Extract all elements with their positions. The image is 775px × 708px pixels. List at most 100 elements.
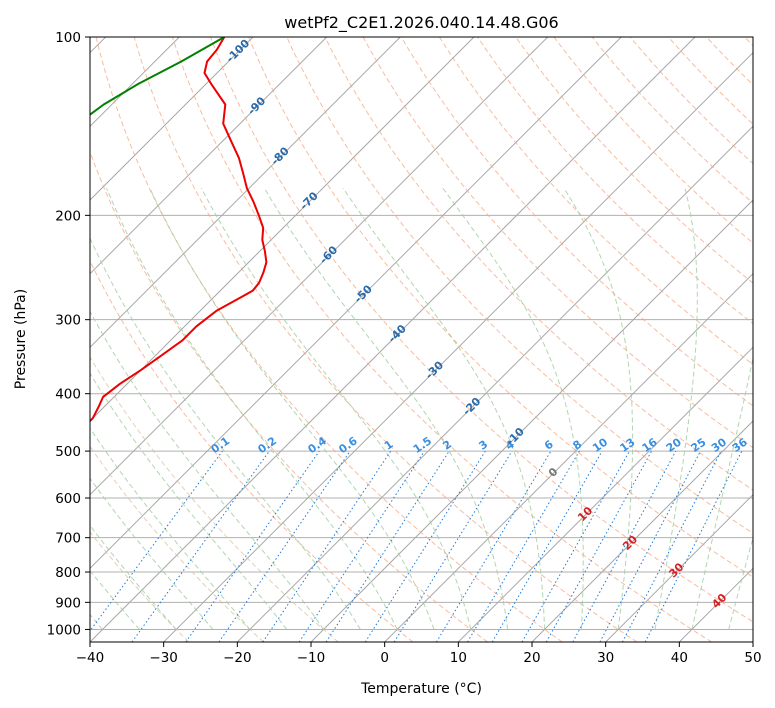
dry-adiabat-line [553,37,753,244]
dry-adiabat-line [133,37,638,642]
isotherm-line [752,641,753,642]
dry-adiabat-line [477,37,753,325]
y-tick-label: 1000 [47,622,81,638]
isotherm-label: -80 [269,144,292,167]
mixing-ratio-line [90,450,223,632]
x-tick-label: 40 [671,650,688,666]
dry-adiabat-line [706,37,753,86]
mixing-ratio-label: 2 [440,438,454,453]
temperature-profile-line [90,37,268,423]
dry-adiabat-line [90,259,414,642]
moist-adiabat-line [90,569,140,630]
moist-adiabat-line [563,187,634,630]
moist-adiabat-line [442,187,584,630]
isotherm-line [90,37,549,496]
mixing-ratio-label: 30 [709,435,729,455]
y-tick-label: 200 [55,208,81,224]
y-tick-label: 500 [55,444,81,460]
dry-adiabat-line [171,37,712,642]
dry-adiabat-line [591,37,753,204]
mixing-ratio-label: 25 [689,435,709,454]
mixing-ratio-line [435,450,552,642]
moist-adiabat-line [90,613,103,630]
mixing-ratio-label: 13 [617,436,637,455]
isotherm-label: -40 [386,322,409,345]
dry-adiabat-line [438,37,753,366]
mixing-ratio-label: 6 [542,438,556,453]
mixing-ratio-label: 0.6 [336,434,360,456]
isotherm-line [531,420,753,642]
isotherm-label: 10 [575,504,595,524]
x-tick-label: −20 [223,650,252,666]
mixing-ratio-line [218,450,351,642]
x-tick-label: 20 [523,650,540,666]
mixing-ratio-line [131,450,270,642]
moist-adiabat-line [654,188,698,630]
dewpoint-profile-line [90,37,225,116]
y-tick-label: 700 [55,531,81,547]
isotherm-line [605,493,753,642]
isotherm-line [90,37,622,570]
moist-adiabat-line [149,187,435,630]
y-tick-label: 400 [55,387,81,403]
dry-adiabat-line [210,37,753,623]
moist-adiabat-line [90,372,288,630]
mixing-ratio-label: 36 [730,435,750,455]
mixing-ratio-line [467,450,580,642]
x-tick-label: 50 [744,650,761,666]
mixing-ratio-label: 1.5 [411,434,434,456]
mixing-ratio-line [644,450,743,642]
dry-adiabat-line [95,37,563,642]
isotherm-line [90,37,401,349]
dry-adiabat-line [515,37,753,284]
isotherm-line [678,567,753,642]
x-tick-label: 10 [450,650,467,666]
moist-adiabat-line [90,427,251,630]
y-tick-label: 900 [55,595,81,611]
x-tick-label: −40 [76,650,105,666]
isotherm-label: -100 [224,36,253,65]
moist-adiabat-line [90,524,177,630]
x-tick-label: −30 [149,650,178,666]
mixing-ratio-line [185,450,320,642]
isotherm-line [163,51,753,642]
isotherm-label: -20 [460,395,483,418]
moist-adiabat-line [106,188,398,630]
mixing-ratio-line [572,450,677,642]
y-tick-label: 300 [55,313,81,329]
mixing-ratio-line [325,450,450,642]
dry-adiabat-line [400,37,753,407]
mixing-ratio-label: 8 [571,438,585,453]
isotherm-line [90,37,475,422]
isotherm-label: -90 [245,94,268,117]
isotherm-line [236,125,753,642]
mixing-ratio-label: 1 [382,438,396,453]
mixing-ratio-label: 20 [664,435,684,455]
mixing-ratio-label: 10 [590,435,610,455]
plot-frame [89,36,754,643]
y-tick-label: 800 [55,565,81,581]
mixing-ratio-line [621,450,722,642]
dry-adiabat-line [324,37,753,491]
moist-adiabat-line [90,477,214,630]
dry-adiabat-line [90,356,339,642]
dry-adiabat-line [668,37,753,125]
y-tick-label: 100 [55,30,81,46]
dry-adiabat-line [90,445,264,642]
mixing-ratio-label: 0.1 [209,434,232,456]
isotherm-line [384,272,753,642]
moist-adiabat-line [90,310,324,630]
mixing-ratio-label: 3 [477,438,491,453]
isotherm-label: -30 [423,358,446,381]
dry-adiabat-line [362,37,753,449]
x-tick-label: −10 [297,650,326,666]
mixing-ratio-line [599,450,701,642]
isotherm-label: -70 [298,189,321,212]
moist-adiabat-line [728,536,753,630]
y-axis-label: Pressure (hPa) [13,289,29,389]
dry-adiabat-line [90,531,190,642]
x-tick-label: 30 [597,650,614,666]
moist-adiabat-line [342,187,546,630]
isotherm-label: -60 [317,243,340,266]
